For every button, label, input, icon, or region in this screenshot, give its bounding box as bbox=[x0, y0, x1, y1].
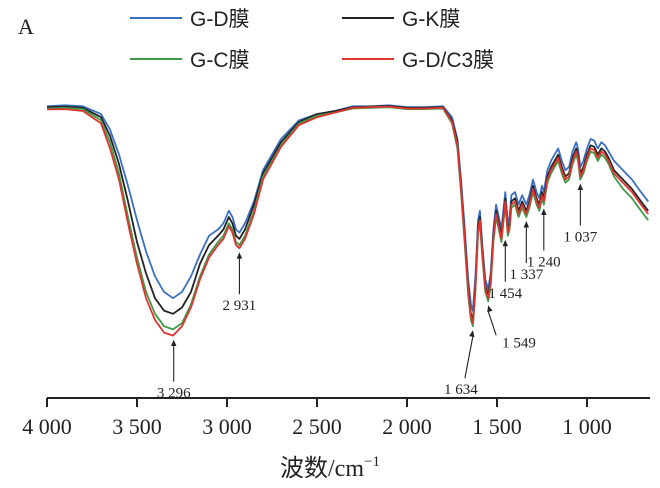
annotation-label-6: 1 337 bbox=[509, 267, 543, 283]
annotation-arrowhead-8 bbox=[577, 183, 584, 191]
annotation-label-4: 1 549 bbox=[502, 335, 536, 351]
x-tick-label-6: 1 500 bbox=[472, 414, 522, 439]
annotation-arrowhead-6 bbox=[523, 221, 530, 228]
legend-label-1: G-D膜 bbox=[190, 8, 250, 31]
x-tick-label-4: 2 500 bbox=[292, 414, 342, 439]
annotation-arrowhead-3 bbox=[469, 330, 475, 338]
annotation-label-5: 1 454 bbox=[488, 286, 522, 302]
series-line-1 bbox=[46, 104, 649, 312]
annotation-arrowhead-4 bbox=[487, 305, 493, 313]
annotation-label-7: 1 240 bbox=[527, 255, 561, 271]
legend-label-2: G-K膜 bbox=[402, 8, 460, 31]
annotation-label-2: 2 931 bbox=[223, 298, 257, 314]
annotation-arrowhead-1 bbox=[170, 339, 177, 347]
series-layer bbox=[46, 104, 649, 337]
x-axis-title-superscript: −1 bbox=[364, 454, 380, 470]
x-tick-label-5: 2 000 bbox=[382, 414, 432, 439]
annotation-arrowhead-5 bbox=[502, 239, 509, 247]
x-axis-title-main: 波数/cm bbox=[280, 455, 364, 482]
x-axis-ticks: 4 000 3 500 3 000 2 500 2 000 1 500 1 000 bbox=[22, 398, 612, 439]
annotation-label-3: 1 634 bbox=[444, 382, 478, 398]
panel-label: A bbox=[18, 14, 34, 39]
x-tick-label-2: 3 500 bbox=[112, 414, 162, 439]
annotation-arrowhead-2 bbox=[236, 252, 243, 259]
series-line-4 bbox=[46, 105, 649, 337]
annotation-arrow-4 bbox=[487, 311, 497, 336]
legend-label-3: G-C膜 bbox=[190, 49, 250, 72]
annotation-label-1: 3 296 bbox=[157, 386, 191, 402]
x-tick-label-1: 4 000 bbox=[22, 414, 72, 439]
annotation-arrow-3 bbox=[464, 336, 474, 379]
x-tick-label-7: 1 000 bbox=[562, 414, 612, 439]
annotation-arrowhead-7 bbox=[541, 208, 547, 216]
legend: G-D膜 G-K膜 G-C膜 G-D/C3膜 bbox=[130, 8, 494, 72]
legend-label-4: G-D/C3膜 bbox=[402, 49, 494, 72]
series-line-2 bbox=[46, 105, 649, 321]
annotation-label-8: 1 037 bbox=[563, 230, 597, 246]
x-tick-label-3: 3 000 bbox=[202, 414, 252, 439]
x-axis-title: 波数/cm−1 bbox=[280, 454, 380, 482]
